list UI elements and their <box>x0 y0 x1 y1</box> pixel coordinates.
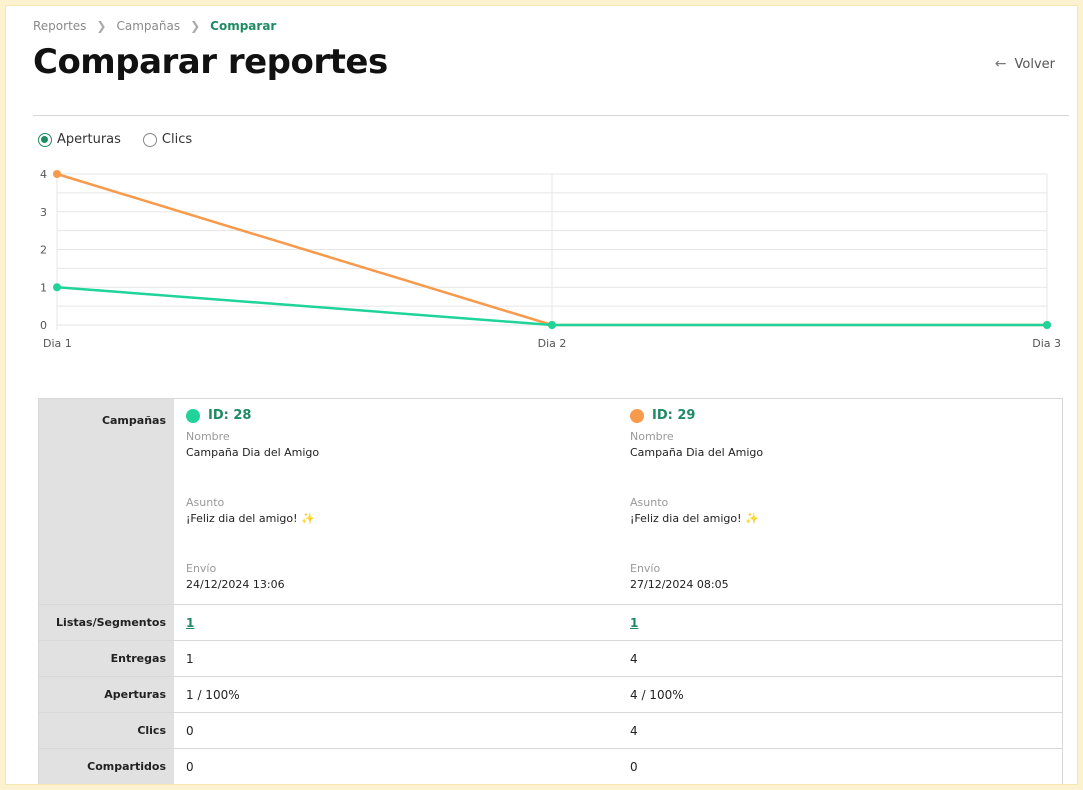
back-label: Volver <box>1014 56 1056 72</box>
row-label-shared: Compartidos <box>39 749 174 784</box>
campaign-sent: 24/12/2024 13:06 <box>186 578 285 591</box>
y-tick-label: 3 <box>40 206 47 219</box>
field-label-sent: Envío <box>186 562 217 575</box>
deliveries-value: 4 <box>630 651 638 666</box>
campaign-id-label: ID: 28 <box>208 408 252 423</box>
field-sent-a: Envío 24/12/2024 13:06 <box>186 562 618 628</box>
data-point <box>53 283 61 292</box>
breadcrumb: Reportes ❯ Campañas ❯ Comparar <box>33 19 276 33</box>
radio-aperturas-label: Aperturas <box>57 132 121 147</box>
field-name-a: Nombre Campaña Dia del Amigo <box>186 430 618 496</box>
y-tick-label: 0 <box>40 319 47 332</box>
lists-link[interactable]: 1 <box>186 615 195 630</box>
row-label-opens: Aperturas <box>39 677 174 712</box>
campaign-subject-text: ¡Feliz dia del amigo! <box>630 512 742 525</box>
field-name-b: Nombre Campaña Dia del Amigo <box>630 430 1062 496</box>
clicks-value: 0 <box>186 723 194 738</box>
campaign-column-b: ID: 29 Nombre Campaña Dia del Amigo Asun… <box>618 399 1062 604</box>
data-point <box>548 321 556 329</box>
radio-clics-label: Clics <box>161 132 193 147</box>
row-shared: Compartidos 0 0 <box>39 749 1062 784</box>
field-subject-b: Asunto ¡Feliz dia del amigo! ✨ <box>630 496 1062 562</box>
row-label-deliveries: Entregas <box>39 641 174 676</box>
series-dot-icon <box>186 408 200 423</box>
field-sent-b: Envío 27/12/2024 08:05 <box>630 562 1062 628</box>
campaign-subject: ¡Feliz dia del amigo! ✨ <box>630 512 1062 525</box>
radio-aperturas[interactable]: Aperturas <box>38 132 121 147</box>
opens-value: 4 / 100% <box>630 687 684 702</box>
campaign-subject: ¡Feliz dia del amigo! ✨ <box>186 512 618 525</box>
field-subject-a: Asunto ¡Feliz dia del amigo! ✨ <box>186 496 618 562</box>
page-title: Comparar reportes <box>33 42 388 82</box>
row-label-campaigns: Campañas <box>39 399 174 604</box>
chevron-right-icon: ❯ <box>96 19 107 33</box>
field-label-name: Nombre <box>186 430 230 443</box>
chevron-right-icon: ❯ <box>190 19 201 33</box>
campaign-name: Campaña Dia del Amigo <box>630 446 764 459</box>
campaign-subject-text: ¡Feliz dia del amigo! <box>186 512 298 525</box>
opens-value: 1 / 100% <box>186 687 240 702</box>
clicks-value: 4 <box>630 723 638 738</box>
shared-value: 0 <box>630 759 638 774</box>
row-campaigns: Campañas ID: 28 Nombre Campaña Dia del A… <box>39 399 1062 605</box>
row-opens: Aperturas 1 / 100% 4 / 100% <box>39 677 1062 713</box>
y-tick-label: 2 <box>40 244 47 257</box>
lists-cell-b: 1 <box>618 605 1062 640</box>
campaign-column-a: ID: 28 Nombre Campaña Dia del Amigo Asun… <box>174 399 618 604</box>
deliveries-value: 1 <box>186 651 194 666</box>
shared-value: 0 <box>186 759 194 774</box>
campaign-sent: 27/12/2024 08:05 <box>630 578 729 591</box>
row-lists: Listas/Segmentos 1 1 <box>39 605 1062 641</box>
breadcrumb-item-campanas[interactable]: Campañas <box>116 19 181 33</box>
y-tick-label: 4 <box>40 168 47 181</box>
field-label-subject: Asunto <box>630 496 669 509</box>
radio-unchecked-icon <box>142 132 157 147</box>
metric-toggle: Aperturas Clics <box>38 132 192 147</box>
radio-checked-icon <box>38 132 52 147</box>
data-point <box>53 170 61 178</box>
field-label-name: Nombre <box>630 430 674 443</box>
field-label-subject: Asunto <box>186 496 225 509</box>
row-label-lists: Listas/Segmentos <box>39 605 174 640</box>
x-tick-label: Dia 2 <box>538 337 567 350</box>
header-divider <box>33 115 1069 116</box>
breadcrumb-current: Comparar <box>210 19 277 33</box>
campaign-id-b: ID: 29 <box>630 408 1062 423</box>
row-deliveries: Entregas 1 4 <box>39 641 1062 677</box>
row-label-clicks: Clics <box>39 713 174 748</box>
radio-clics[interactable]: Clics <box>142 132 193 147</box>
breadcrumb-item-reportes[interactable]: Reportes <box>33 19 87 33</box>
data-point <box>1043 321 1051 329</box>
arrow-left-icon: ← <box>994 56 1007 72</box>
lists-link[interactable]: 1 <box>630 615 639 630</box>
line-chart: 0 1 2 3 4 Dia 1 Dia 2 Dia 3 <box>40 168 1061 350</box>
series-dot-icon <box>630 408 644 423</box>
row-clicks: Clics 0 4 <box>39 713 1062 749</box>
campaign-id-label: ID: 29 <box>652 408 696 423</box>
sparkles-icon: ✨ <box>301 512 315 525</box>
page-frame: Reportes ❯ Campañas ❯ Comparar Comparar … <box>5 5 1078 785</box>
back-button[interactable]: ← Volver <box>995 56 1055 72</box>
x-tick-label: Dia 3 <box>1032 337 1061 350</box>
campaign-name: Campaña Dia del Amigo <box>186 446 320 459</box>
lists-cell-a: 1 <box>174 605 618 640</box>
field-label-sent: Envío <box>630 562 661 575</box>
comparison-table: Campañas ID: 28 Nombre Campaña Dia del A… <box>38 398 1063 784</box>
y-tick-label: 1 <box>40 281 47 294</box>
x-tick-label: Dia 1 <box>43 337 72 350</box>
sparkles-icon: ✨ <box>745 512 759 525</box>
campaign-id-a: ID: 28 <box>186 408 618 423</box>
